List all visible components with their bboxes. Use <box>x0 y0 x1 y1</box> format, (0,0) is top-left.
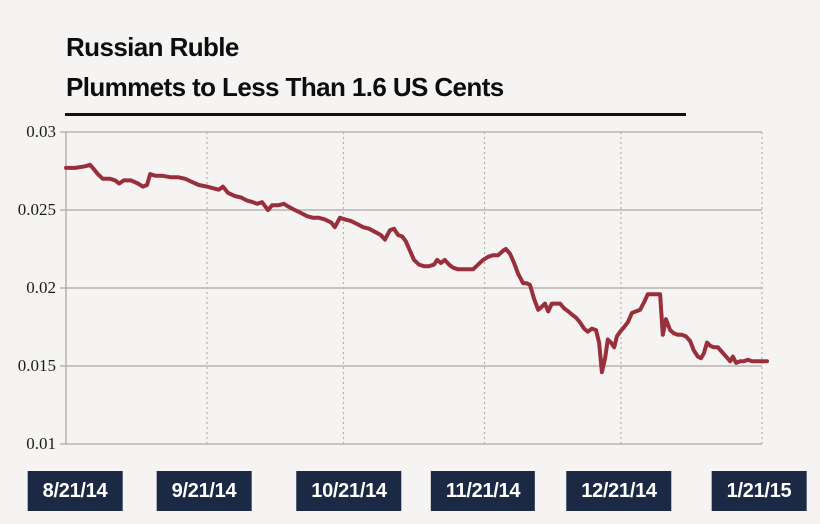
y-tick-label-0.01: 0.01 <box>26 434 56 453</box>
y-tick-label-0.015: 0.015 <box>17 356 56 375</box>
y-tick-label-0.03: 0.03 <box>26 122 56 141</box>
title-underline-rule <box>65 113 686 116</box>
x-tick-date-box-10-21-14: 10/21/14 <box>296 471 402 511</box>
x-tick-date-box-11-21-14: 11/21/14 <box>430 471 536 511</box>
y-tick-label-0.025: 0.025 <box>17 200 56 219</box>
chart-title-line2: Plummets to Less Than 1.6 US Cents <box>66 72 504 102</box>
ruble-price-line <box>64 162 769 375</box>
chart-title: Russian Ruble Plummets to Less Than 1.6 … <box>66 27 504 107</box>
x-tick-date-box-9-21-14: 9/21/14 <box>156 471 252 511</box>
x-tick-date-box-12-21-14: 12/21/14 <box>566 471 672 511</box>
chart-title-line1: Russian Ruble <box>66 32 239 62</box>
y-tick-label-0.02: 0.02 <box>26 278 56 297</box>
x-tick-date-box-8-21-14: 8/21/14 <box>27 471 123 511</box>
x-tick-date-box-1-21-15: 1/21/15 <box>711 471 807 511</box>
